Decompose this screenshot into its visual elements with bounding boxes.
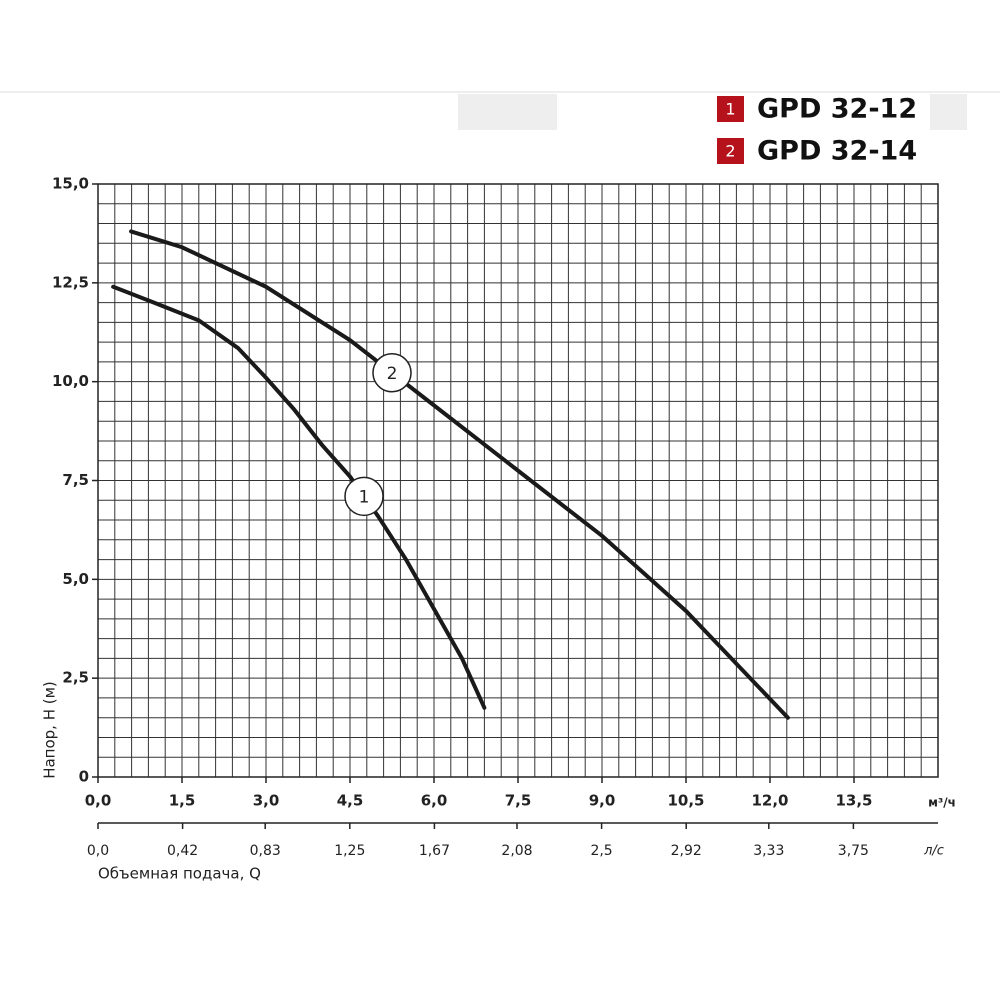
curve-badge-label: 2 bbox=[387, 364, 398, 384]
x2-tick-label: 0,42 bbox=[167, 843, 198, 859]
x-tick-label: 4,5 bbox=[337, 792, 364, 810]
decor-box bbox=[930, 94, 967, 130]
legend-badge bbox=[717, 96, 744, 122]
legend-label: GPD 32-14 bbox=[757, 136, 917, 167]
x-axis-label: Объемная подача, Q bbox=[98, 865, 261, 883]
x-tick-label: 13,5 bbox=[835, 792, 872, 810]
legend: 1 GPD 32-12 2 GPD 32-14 bbox=[717, 94, 917, 167]
x2-unit: л/с bbox=[923, 844, 944, 859]
x2-tick-label: 1,67 bbox=[419, 843, 450, 859]
y-tick-label: 15,0 bbox=[52, 175, 89, 193]
curve-badge-label: 1 bbox=[359, 487, 370, 507]
x2-tick-label: 2,5 bbox=[590, 843, 612, 859]
x2-tick-label: 3,75 bbox=[838, 843, 869, 859]
y-tick-label: 12,5 bbox=[52, 273, 89, 291]
x2-tick-label: 0,83 bbox=[250, 843, 281, 859]
legend-label: GPD 32-12 bbox=[757, 94, 917, 125]
axes: 02,55,07,510,012,515,00,0 1,5 3,0 4,5 6,0 7,5… bbox=[52, 175, 938, 859]
legend-badge bbox=[717, 138, 744, 164]
y-tick-label: 0 bbox=[79, 768, 89, 786]
x2-tick-label: 3,33 bbox=[753, 843, 784, 859]
x2-tick-label: 2,08 bbox=[501, 843, 532, 859]
x-tick-label: 12,0 bbox=[751, 792, 788, 810]
x-tick-label: 1,5 bbox=[169, 792, 196, 810]
grid bbox=[97, 183, 939, 778]
x-tick-label: 3,0 bbox=[253, 792, 280, 810]
y-axis-label: Напор, H (м) bbox=[41, 681, 59, 779]
curve-badge bbox=[344, 476, 384, 517]
legend-badge-label: 1 bbox=[725, 100, 735, 119]
y-tick-label: 2,5 bbox=[62, 669, 89, 687]
x-tick-label: 10,5 bbox=[667, 792, 704, 810]
x2-tick-label: 0,0 bbox=[87, 843, 109, 859]
curves: 12 bbox=[111, 229, 790, 720]
curve bbox=[111, 284, 487, 710]
y-tick-label: 10,0 bbox=[52, 372, 89, 390]
x-tick-label: 6,0 bbox=[421, 792, 448, 810]
decor-box bbox=[458, 94, 557, 130]
y-tick-label: 5,0 bbox=[62, 570, 89, 588]
y-tick-label: 7,5 bbox=[62, 471, 89, 489]
x2-tick-label: 2,92 bbox=[671, 843, 702, 859]
curve-badge bbox=[372, 353, 412, 393]
x-tick-label: 0,0 bbox=[85, 792, 112, 810]
x-tick-label: 9,0 bbox=[589, 792, 616, 810]
x2-tick-label: 1,25 bbox=[334, 843, 365, 859]
curve bbox=[129, 229, 790, 720]
legend-badge-label: 2 bbox=[725, 142, 735, 161]
x-tick-label: 7,5 bbox=[505, 792, 532, 810]
x-unit: м³/ч bbox=[928, 796, 956, 810]
